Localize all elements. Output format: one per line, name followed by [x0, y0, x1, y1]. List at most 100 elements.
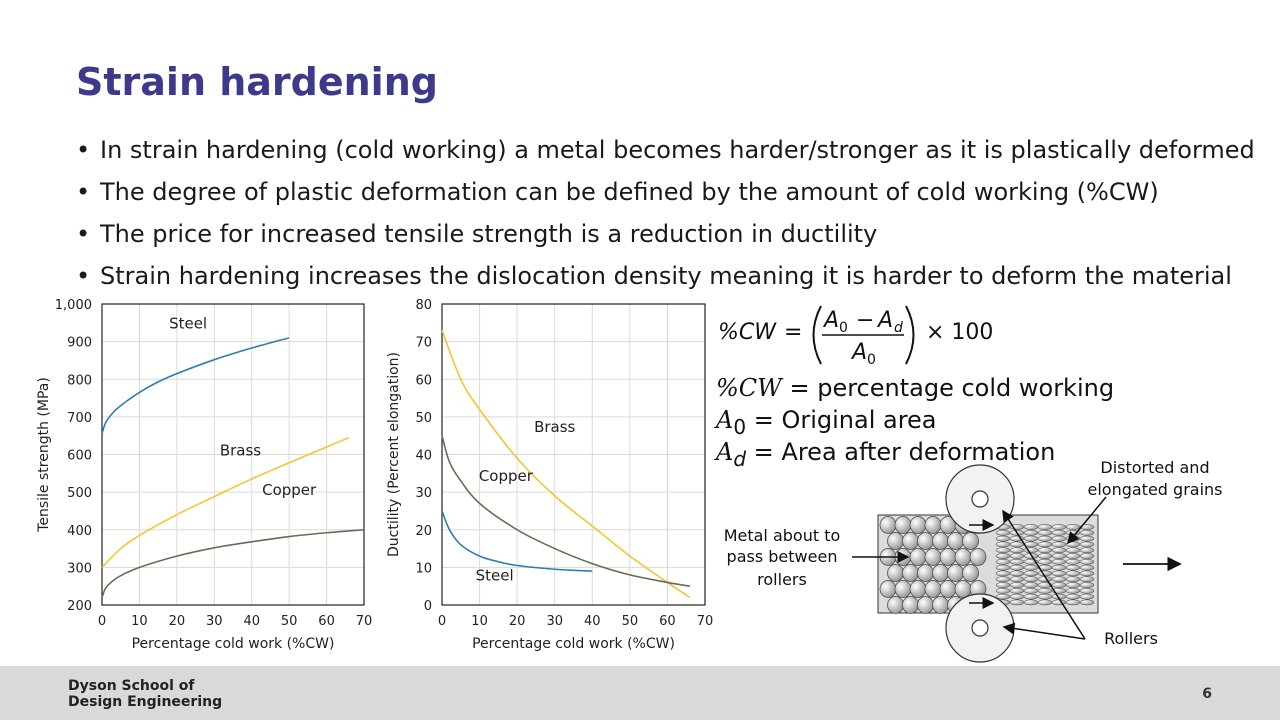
elongated-grain [1079, 582, 1095, 588]
plot-frame [441, 303, 706, 606]
grain [924, 516, 942, 534]
y-tick-label: 10 [415, 561, 432, 576]
elongated-grain [1009, 553, 1025, 559]
elongated-grain [1065, 570, 1081, 577]
elongated-grain [995, 570, 1011, 577]
cold-work-formula: %CW = A A A 0 d 0 − × 100 [718, 305, 993, 368]
grain [887, 532, 904, 550]
grain [924, 548, 942, 566]
ductility-chart: 0 10 20 30 40 50 60 70 0 10 20 30 40 50 60 70 80 Percenta… [386, 298, 714, 652]
label-rollers: Rollers [1104, 629, 1158, 648]
y-tick-label: 200 [67, 599, 92, 614]
elongated-grain [1009, 582, 1025, 588]
bullet-list: • In strain hardening (cold working) a me… [76, 132, 1255, 300]
elongated-grain [1009, 541, 1025, 548]
formula-right-paren [905, 305, 915, 365]
elongated-grain [1037, 558, 1053, 565]
elongated-grain [1079, 553, 1095, 559]
elongated-grain [1037, 541, 1053, 548]
elongated-grain [995, 582, 1011, 588]
elongated-grain [1023, 570, 1039, 577]
formula-numerator-b-sub: d [894, 320, 903, 336]
elongated-grain [995, 558, 1011, 565]
grain [969, 548, 987, 566]
elongated-grain [1009, 599, 1025, 606]
elongated-grain [1079, 558, 1095, 565]
grain [917, 596, 934, 614]
bullet-dot-icon: • [76, 136, 91, 164]
label-metal: pass between [727, 547, 838, 566]
y-axis-label: Ductility (Percent elongation) [386, 352, 402, 557]
bullet-dot-icon: • [76, 262, 91, 290]
elongated-grain [1079, 570, 1095, 577]
bullet-text: In strain hardening (cold working) a met… [100, 136, 1255, 164]
elongated-grain [1009, 576, 1025, 583]
label-metal: Metal about to [724, 526, 841, 545]
series-line-steel [441, 510, 593, 572]
grain [909, 580, 927, 598]
elongated-grain [1051, 582, 1067, 588]
bullet-item: • In strain hardening (cold working) a me… [76, 132, 1255, 174]
grain [917, 564, 934, 582]
series-line-steel [101, 337, 290, 435]
x-axis-label: Percentage cold work (%CW) [132, 636, 335, 652]
tensile-strength-chart: 0 10 20 30 40 50 60 70 200 300 400 500 600 700 800 900 1… [36, 298, 373, 652]
page-number: 6 [1202, 686, 1212, 702]
y-tick-label: 50 [415, 411, 432, 426]
grain [962, 564, 979, 582]
elongated-grain [1079, 587, 1095, 594]
formula-minus: − [856, 308, 874, 333]
series-line-copper [101, 528, 365, 598]
elongated-grain [1009, 570, 1025, 577]
bullet-text: The degree of plastic deformation can be… [100, 178, 1159, 206]
y-tick-label: 600 [67, 449, 92, 464]
x-tick-label: 70 [697, 614, 714, 629]
formula-equals: = [784, 320, 802, 345]
y-tick-label: 80 [415, 298, 432, 313]
formula-left-paren [812, 305, 822, 365]
grain [909, 516, 927, 534]
grain [902, 564, 919, 582]
grain [887, 596, 904, 614]
grain [954, 548, 972, 566]
elongated-grain [1079, 529, 1095, 536]
definition-cw: %CW = percentage cold working [716, 374, 1115, 402]
elongated-grain [1079, 535, 1095, 542]
grain [924, 580, 942, 598]
elongated-grain [1023, 582, 1039, 588]
elongated-grain [1051, 599, 1067, 606]
elongated-grain [995, 576, 1011, 583]
elongated-grain [1051, 529, 1067, 536]
elongated-grain [1051, 535, 1067, 542]
elongated-grain [1079, 576, 1095, 583]
series-label-steel: Steel [476, 567, 514, 585]
cold-rolling-diagram: Metal about to pass between rollers Dist… [724, 458, 1223, 663]
elongated-grain [1037, 524, 1053, 530]
elongated-grain [1065, 558, 1081, 565]
x-tick-label: 0 [98, 614, 106, 629]
elongated-grain [1065, 564, 1081, 571]
grain [947, 532, 964, 550]
definitions: %CW = percentage cold working A0 = Origi… [716, 372, 1115, 471]
rollers-leader-lower [1002, 622, 1086, 640]
x-tick-label: 0 [438, 614, 446, 629]
elongated-grain [1009, 593, 1025, 600]
x-tick-label: 40 [584, 614, 601, 629]
x-tick-label: 50 [622, 614, 639, 629]
formula-denominator-sub: 0 [867, 352, 876, 368]
elongated-grain [1037, 599, 1053, 606]
elongated-grain [1051, 547, 1067, 554]
elongated-grain [995, 535, 1011, 542]
definition-a0: A0 = Original area [716, 406, 937, 439]
rollers-leader-upper [1002, 509, 1086, 640]
x-tick-label: 50 [281, 614, 298, 629]
x-tick-label: 70 [356, 614, 373, 629]
y-tick-label: 800 [67, 373, 92, 388]
x-axis-label: Percentage cold work (%CW) [472, 636, 675, 652]
elongated-grain [1023, 535, 1039, 542]
elongated-grain [1065, 593, 1081, 600]
grain [894, 516, 912, 534]
elongated-grain [1037, 535, 1053, 542]
footer-org: Dyson School of Design Engineering [68, 678, 223, 710]
formula-numerator-a: A [822, 308, 839, 333]
